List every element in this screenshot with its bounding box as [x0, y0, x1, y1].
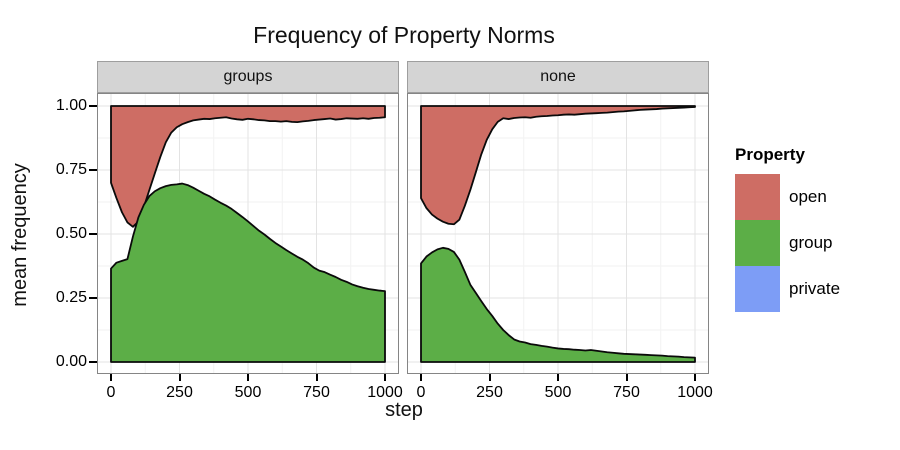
facet-panel-none: [407, 93, 709, 374]
legend-item-private: private: [735, 266, 840, 312]
area-group: [420, 246, 696, 363]
x-tick-label: 250: [166, 384, 193, 401]
x-tick-label: 750: [613, 384, 640, 401]
legend-item-group: group: [735, 220, 840, 266]
legend-title: Property: [735, 145, 805, 164]
legend-label-open: open: [789, 187, 827, 206]
x-tick-mark: [247, 374, 249, 381]
y-tick-label: 0.00: [55, 353, 87, 370]
y-tick-label: 0.75: [55, 161, 87, 178]
area-open: [110, 105, 386, 228]
x-tick-label: 750: [303, 384, 330, 401]
facet-strip-none: none: [407, 61, 709, 93]
y-tick-mark: [89, 105, 97, 107]
x-tick-label: 1000: [677, 384, 713, 401]
y-tick-label: 1.00: [55, 97, 87, 114]
x-tick-label: 500: [234, 384, 262, 401]
legend-swatch-private: [735, 266, 780, 312]
area-group: [110, 182, 386, 363]
y-tick-mark: [89, 233, 97, 235]
x-tick-mark: [557, 374, 559, 381]
y-tick-mark: [89, 361, 97, 363]
legend-label-private: private: [789, 279, 841, 298]
x-tick-mark: [178, 374, 181, 381]
x-tick-label: 500: [544, 384, 572, 401]
y-tick-label: 0.25: [55, 289, 87, 306]
legend-swatch-open: [735, 174, 780, 220]
facet-strip-groups: groups: [97, 61, 399, 93]
x-tick-mark: [420, 374, 422, 381]
y-tick-mark: [89, 297, 97, 299]
y-axis-title: mean frequency: [9, 163, 31, 307]
y-tick-mark: [89, 169, 97, 171]
legend-label-group: group: [789, 233, 833, 252]
x-tick-mark: [384, 374, 386, 381]
x-tick-mark: [625, 374, 628, 381]
x-axis-title: step: [385, 399, 423, 421]
legend: Property open group private: [735, 145, 840, 312]
facet-panel-groups: [97, 93, 399, 374]
x-tick-label: 250: [476, 384, 503, 401]
x-tick-mark: [694, 374, 696, 381]
chart-title: Frequency of Property Norms: [253, 22, 555, 48]
area-open: [420, 105, 696, 226]
x-tick-mark: [488, 374, 491, 381]
x-tick-label: 0: [416, 384, 426, 401]
legend-swatch-group: [735, 220, 780, 266]
x-tick-mark: [315, 374, 318, 381]
legend-item-open: open: [735, 174, 840, 220]
x-tick-label: 1000: [367, 384, 403, 401]
x-tick-label: 0: [106, 384, 116, 401]
y-tick-label: 0.50: [55, 225, 87, 242]
x-tick-mark: [110, 374, 112, 381]
